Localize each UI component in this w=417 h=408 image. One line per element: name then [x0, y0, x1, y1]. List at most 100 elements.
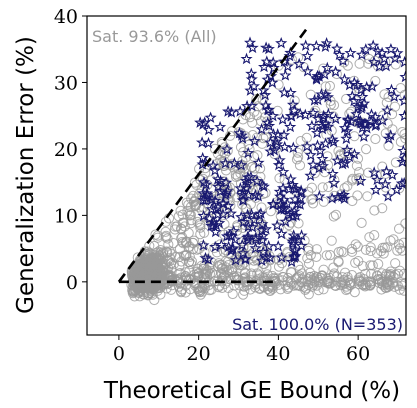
data-point: [379, 242, 390, 253]
data-point: [262, 239, 275, 252]
data-point: [342, 60, 353, 71]
data-point: [390, 258, 401, 269]
subset-points-series: [194, 36, 406, 268]
data-point: [339, 278, 351, 289]
data-point: [238, 147, 249, 158]
data-point: [188, 244, 199, 255]
data-point: [179, 250, 190, 261]
data-point: [200, 191, 213, 203]
data-point: [245, 73, 258, 85]
data-point: [138, 256, 149, 267]
data-point: [283, 49, 296, 62]
data-point: [372, 271, 383, 282]
data-point: [267, 61, 280, 74]
data-point: [364, 232, 375, 243]
data-point: [235, 142, 247, 153]
data-point: [354, 167, 365, 178]
data-point: [267, 128, 280, 140]
data-point: [324, 80, 335, 92]
data-point: [255, 224, 268, 236]
data-point: [278, 203, 291, 215]
data-point: [322, 120, 335, 132]
data-point: [357, 97, 371, 109]
data-point: [249, 188, 262, 201]
data-point: [208, 164, 222, 176]
data-point: [271, 219, 284, 231]
data-point: [276, 113, 289, 125]
data-point: [207, 159, 220, 171]
data-point: [160, 216, 171, 227]
data-point: [272, 240, 285, 252]
data-point: [369, 230, 380, 241]
data-point: [362, 191, 373, 202]
data-point: [220, 230, 233, 242]
data-point: [352, 190, 363, 201]
data-point: [205, 193, 219, 205]
data-point: [275, 36, 288, 49]
data-point: [300, 140, 314, 152]
data-point: [364, 115, 378, 127]
data-point: [381, 104, 394, 116]
data-point: [389, 101, 401, 112]
data-point: [195, 222, 206, 233]
data-point: [354, 58, 365, 69]
data-point: [281, 60, 294, 72]
y-tick-label: 10: [54, 205, 78, 227]
y-tick-label: 0: [66, 272, 78, 294]
data-point: [233, 126, 246, 139]
data-point: [305, 119, 319, 132]
plot-frame: [86, 15, 407, 336]
data-point: [175, 223, 187, 234]
data-point: [365, 245, 376, 257]
data-point: [242, 230, 255, 242]
data-point: [397, 144, 406, 157]
data-point: [155, 279, 166, 290]
data-point: [219, 186, 232, 199]
data-point: [139, 274, 150, 285]
data-point: [357, 261, 368, 272]
data-point: [341, 143, 354, 156]
data-point: [219, 156, 232, 169]
data-point: [372, 274, 384, 285]
data-point: [398, 285, 406, 296]
data-point: [279, 69, 292, 81]
data-point: [373, 258, 384, 270]
data-point: [246, 41, 259, 54]
data-point: [236, 132, 249, 144]
data-point: [297, 274, 308, 285]
data-point: [295, 136, 306, 147]
data-point: [384, 42, 397, 55]
data-point: [398, 237, 406, 248]
data-point: [234, 260, 245, 271]
data-point: [170, 221, 181, 232]
data-point: [307, 277, 318, 289]
data-point: [239, 174, 252, 187]
data-point: [349, 287, 360, 298]
data-point: [240, 268, 251, 279]
data-point: [319, 40, 332, 52]
data-point: [301, 64, 314, 77]
data-point: [318, 264, 329, 275]
data-point: [380, 182, 391, 193]
data-point: [392, 245, 403, 256]
data-point: [307, 158, 320, 171]
data-point: [262, 269, 273, 280]
data-point: [333, 247, 344, 258]
x-tick-label: 60: [346, 343, 370, 365]
data-point: [316, 119, 329, 132]
data-point: [229, 253, 242, 266]
data-point: [394, 223, 405, 234]
data-point: [313, 161, 326, 174]
data-point: [257, 272, 268, 283]
data-point: [226, 243, 239, 255]
data-point: [276, 181, 290, 194]
data-point: [206, 219, 220, 231]
data-point: [197, 209, 210, 222]
data-point: [330, 209, 342, 220]
data-point: [186, 215, 197, 226]
data-point: [267, 197, 280, 210]
data-point: [317, 182, 328, 193]
y-tick-label: 40: [54, 6, 78, 28]
data-point: [273, 153, 286, 166]
data-point: [397, 127, 406, 138]
